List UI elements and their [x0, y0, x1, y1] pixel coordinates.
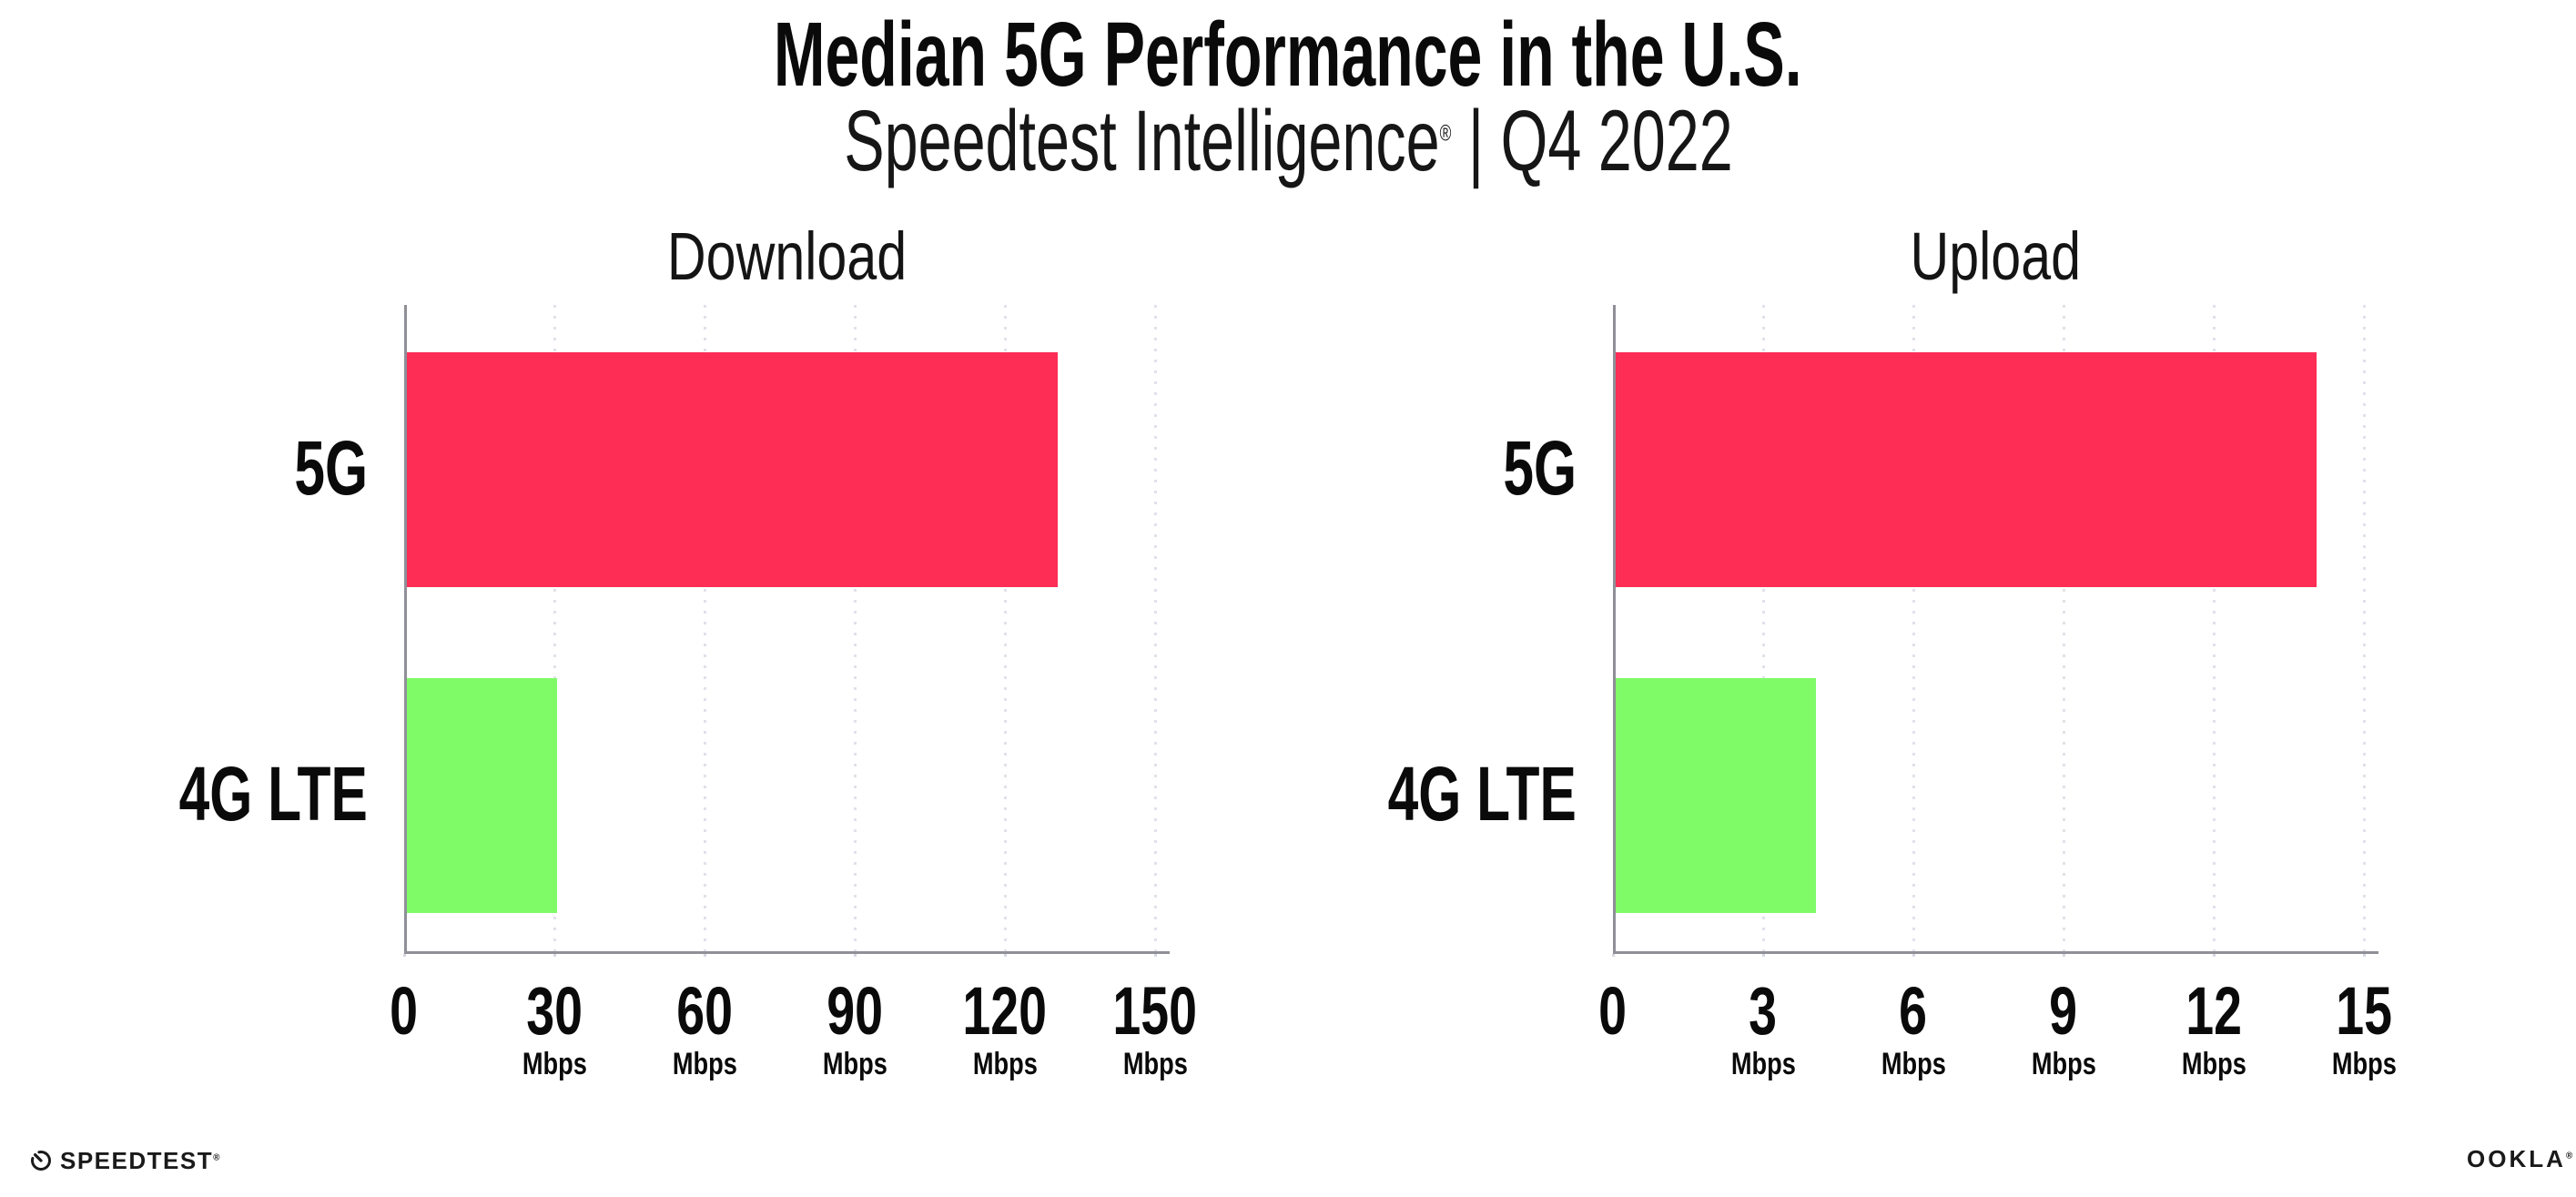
- x-axis-line: [1613, 951, 2378, 954]
- tick-mark-6: [1912, 954, 1915, 964]
- registered-mark: ®: [2565, 1151, 2573, 1161]
- x-unit-label-15: Mbps: [2331, 1047, 2397, 1081]
- x-axis-line: [404, 951, 1170, 954]
- x-tick-label-6: 6: [1899, 973, 1928, 1049]
- speedtest-logo: SPEEDTEST®: [30, 1149, 219, 1172]
- x-tick-label-60: 60: [676, 973, 733, 1049]
- download-plot-area: [403, 305, 1170, 964]
- ookla-wordmark: OOKLA: [2467, 1145, 2566, 1172]
- tick-mark-90: [854, 954, 857, 964]
- tick-mark-3: [1762, 954, 1765, 964]
- bar-4g-lte-download: [407, 678, 557, 913]
- gridline-60: [704, 305, 706, 951]
- category-label-4g-lte: 4G LTE: [178, 751, 368, 837]
- x-unit-label-3: Mbps: [1730, 1047, 1796, 1081]
- x-tick-label-0: 0: [390, 973, 419, 1049]
- tick-mark-12: [2213, 954, 2216, 964]
- x-unit-label-6: Mbps: [1881, 1047, 1946, 1081]
- speedtest-wordmark: SPEEDTEST®: [60, 1147, 220, 1174]
- tick-mark-0: [1612, 954, 1615, 964]
- x-tick-label-9: 9: [2049, 973, 2078, 1049]
- page-title: Median 5G Performance in the U.S.: [774, 4, 1802, 106]
- gridline-15: [2363, 305, 2366, 951]
- gridline-120: [1004, 305, 1007, 951]
- upload-chart-title: Upload: [1910, 218, 2082, 294]
- gridline-150: [1154, 305, 1157, 951]
- tick-mark-150: [1154, 954, 1157, 964]
- x-tick-label-150: 150: [1112, 973, 1198, 1049]
- x-unit-label-9: Mbps: [2031, 1047, 2096, 1081]
- gridline-90: [854, 305, 857, 951]
- tick-mark-0: [403, 954, 406, 964]
- y-axis-line: [1613, 305, 1616, 954]
- registered-mark: ®: [1439, 121, 1451, 147]
- bar-4g-lte-upload: [1616, 678, 1816, 913]
- x-tick-label-120: 120: [962, 973, 1048, 1049]
- download-chart-title: Download: [666, 218, 908, 294]
- x-unit-label-150: Mbps: [1122, 1047, 1188, 1081]
- x-tick-label-15: 15: [2336, 973, 2392, 1049]
- x-tick-label-3: 3: [1749, 973, 1778, 1049]
- category-label-4g-lte: 4G LTE: [1387, 751, 1577, 837]
- bar-5g-upload: [1616, 352, 2317, 587]
- category-label-5g: 5G: [294, 425, 368, 511]
- x-tick-label-90: 90: [827, 973, 883, 1049]
- tick-mark-9: [2063, 954, 2065, 964]
- ookla-logo: OOKLA®: [2467, 1147, 2572, 1171]
- x-tick-label-12: 12: [2186, 973, 2242, 1049]
- gridline-6: [1912, 305, 1915, 951]
- page-subtitle: Speedtest Intelligence® | Q4 2022: [843, 93, 1733, 189]
- tick-mark-15: [2363, 954, 2366, 964]
- speedtest-gauge-icon: [31, 1151, 51, 1171]
- tick-mark-30: [553, 954, 556, 964]
- gridline-3: [1762, 305, 1765, 951]
- registered-mark: ®: [213, 1152, 220, 1163]
- category-label-5g: 5G: [1503, 425, 1577, 511]
- gridline-30: [553, 305, 556, 951]
- gridline-12: [2213, 305, 2216, 951]
- gridline-9: [2063, 305, 2065, 951]
- x-unit-label-120: Mbps: [972, 1047, 1038, 1081]
- x-unit-label-30: Mbps: [522, 1047, 587, 1081]
- y-axis-line: [404, 305, 407, 954]
- tick-mark-60: [704, 954, 706, 964]
- x-unit-label-60: Mbps: [672, 1047, 737, 1081]
- x-tick-label-0: 0: [1598, 973, 1628, 1049]
- x-unit-label-12: Mbps: [2181, 1047, 2246, 1081]
- bar-5g-download: [407, 352, 1058, 587]
- x-unit-label-90: Mbps: [822, 1047, 887, 1081]
- tick-mark-120: [1004, 954, 1007, 964]
- x-tick-label-30: 30: [526, 973, 583, 1049]
- upload-plot-area: [1612, 305, 2378, 964]
